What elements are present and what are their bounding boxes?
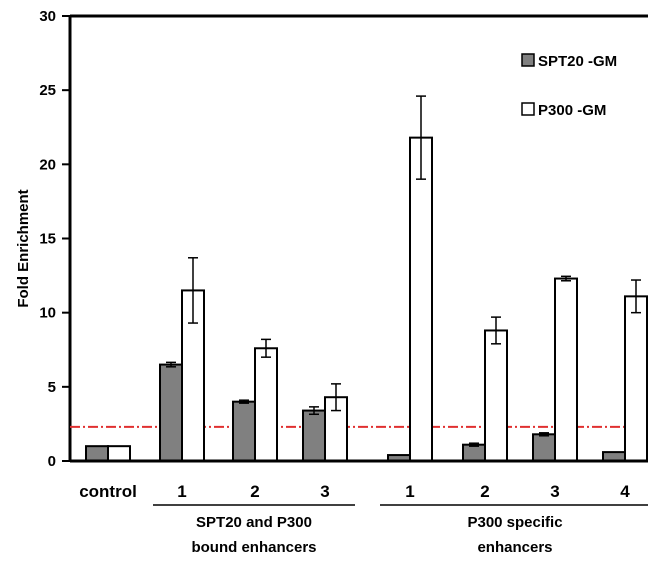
bar-spt20-2	[232, 400, 256, 462]
legend-label-p300: P300 -GM	[538, 102, 606, 119]
x-tick-label: 3	[320, 482, 329, 501]
y-tick-label: 5	[48, 379, 56, 396]
y-tick-labels: 0 5 10 15 20 25 30	[39, 8, 56, 470]
group-label-spt20-p300-line2: bound enhancers	[191, 539, 316, 556]
group-label-spt20-p300-line1: SPT20 and P300	[196, 514, 312, 531]
bar-p300-0	[107, 445, 131, 462]
x-tick-label: control	[79, 482, 137, 501]
group-label-p300-specific-line2: enhancers	[477, 539, 552, 556]
legend-swatch-spt20	[521, 53, 535, 67]
x-tick-label: 1	[177, 482, 186, 501]
bar-p300-5	[484, 329, 508, 463]
bar-spt20-6	[532, 433, 556, 462]
group-label-p300-specific-line1: P300 specific	[467, 514, 562, 531]
bar-p300-2	[254, 347, 278, 462]
bars	[85, 136, 648, 463]
legend-label-spt20: SPT20 -GM	[538, 53, 617, 70]
y-tick-label: 10	[39, 305, 56, 322]
x-tick-label: 3	[550, 482, 559, 501]
y-tick-label: 25	[39, 82, 56, 99]
bar-p300-6	[554, 277, 578, 462]
bar-spt20-3	[302, 409, 326, 463]
y-tick-label: 15	[39, 231, 56, 248]
bar-p300-7	[624, 295, 648, 462]
bar-p300-4	[409, 136, 433, 462]
y-tick-label: 30	[39, 8, 56, 25]
x-tick-label: 1	[405, 482, 414, 501]
y-tick-label: 0	[48, 453, 56, 470]
x-tick-label: 2	[480, 482, 489, 501]
legend: SPT20 -GM P300 -GM	[521, 53, 617, 119]
x-tick-label: 2	[250, 482, 259, 501]
x-tick-label: 4	[620, 482, 630, 501]
y-axis-label: Fold Enrichment	[15, 189, 32, 307]
x-tick-labels: control 1 2 3 1 2 3 4	[79, 482, 630, 501]
bar-spt20-0	[85, 445, 109, 462]
group-labels: SPT20 and P300 bound enhancers P300 spec…	[153, 504, 648, 556]
y-axis	[62, 14, 648, 462]
y-tick-label: 20	[39, 156, 56, 173]
bar-spt20-1	[159, 363, 183, 463]
legend-swatch-p300	[521, 102, 535, 116]
bar-spt20-5	[462, 443, 486, 462]
error-bars	[166, 95, 641, 447]
